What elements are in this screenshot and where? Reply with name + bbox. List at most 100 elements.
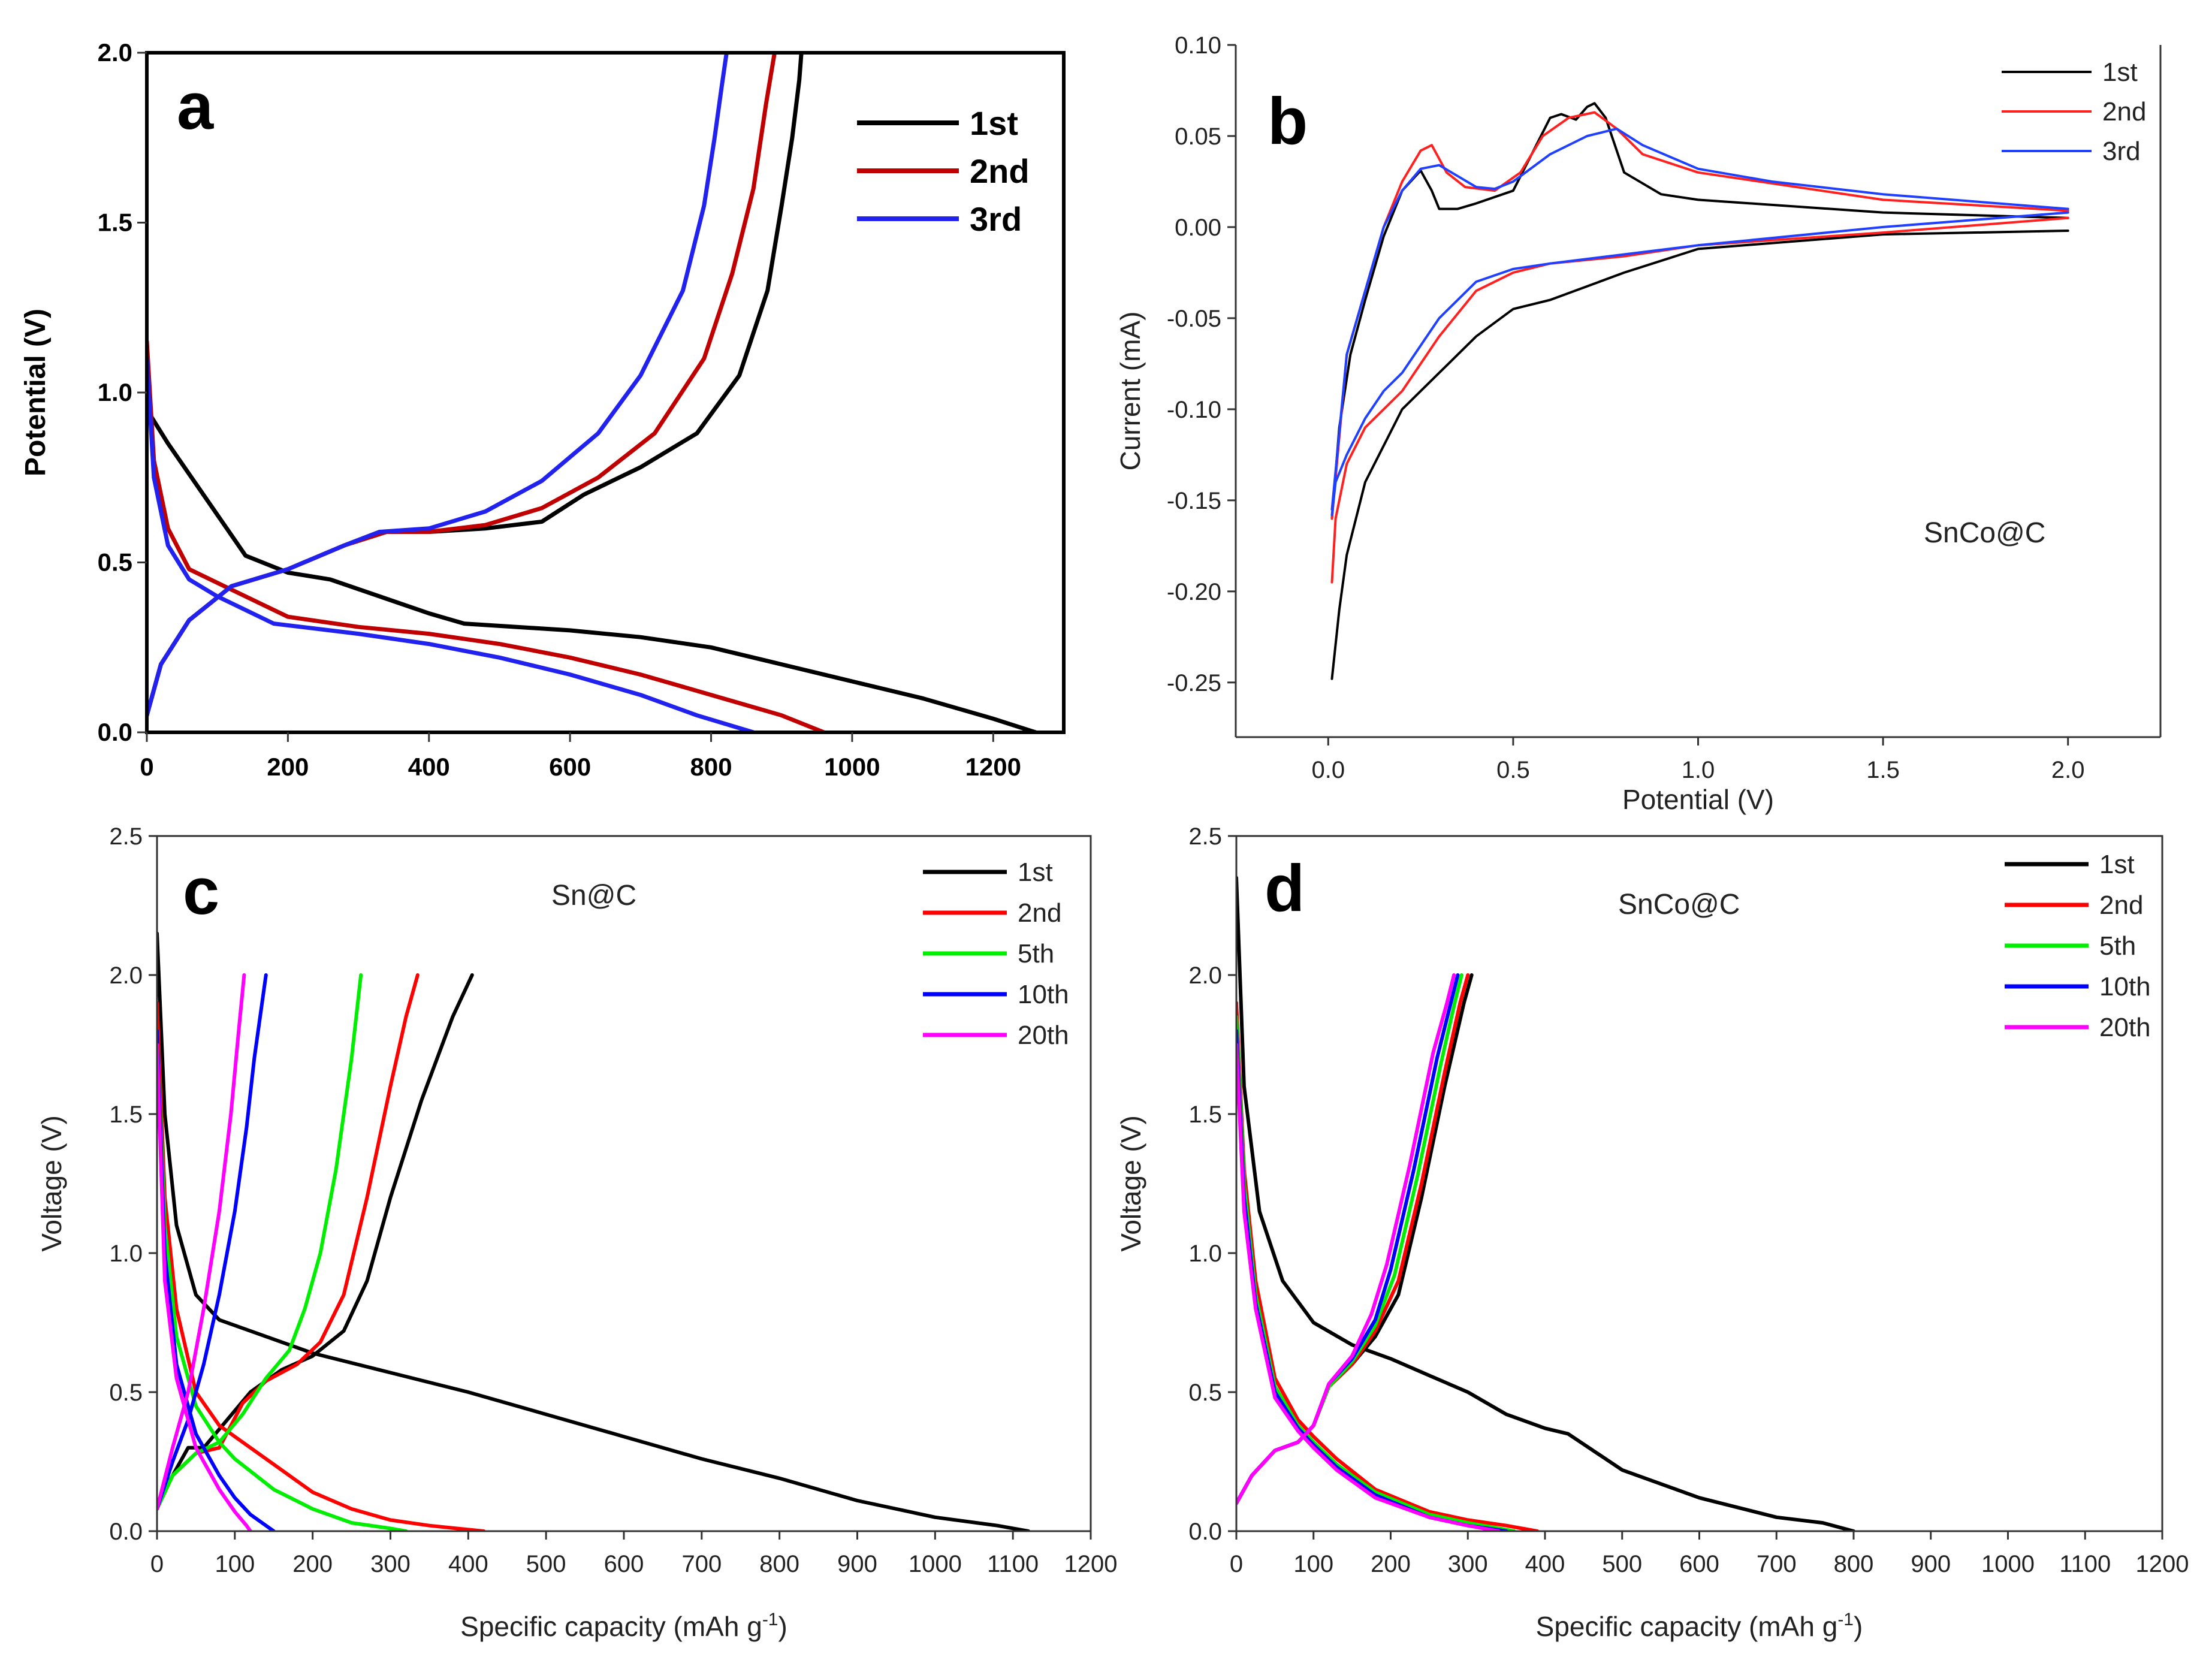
x-tick-label: 1.5 <box>1866 757 1900 783</box>
legend-label: 1st <box>1018 858 1053 887</box>
panel-letter: b <box>1268 84 1308 158</box>
panel-letter: c <box>183 855 219 928</box>
y-tick-label: 2.0 <box>98 38 132 67</box>
legend: 1st 2nd 5th 10th 20th <box>923 858 1069 1050</box>
x-tick-label: 800 <box>1834 1551 1874 1577</box>
legend-label: 2nd <box>1018 898 1061 928</box>
y-axis-title: Voltage (V) <box>36 1115 67 1252</box>
y-tick-label: 1.5 <box>1188 1101 1222 1128</box>
x-tick-label: 400 <box>1525 1551 1565 1577</box>
legend-label: 1st <box>970 104 1018 142</box>
y-tick-label: 0.00 <box>1175 215 1221 241</box>
plot-frame <box>156 835 1092 1532</box>
y-tick-label: 0.0 <box>109 1519 143 1545</box>
series-1st-discharge <box>147 407 1038 732</box>
y-tick-label: 0.05 <box>1175 123 1221 150</box>
x-tick-label: 200 <box>267 753 309 781</box>
sample-annotation: SnCo@C <box>1618 889 1740 920</box>
legend-label: 3rd <box>970 200 1022 238</box>
y-tick-label: 0.0 <box>98 718 132 746</box>
x-tick-label: 0 <box>1230 1551 1243 1577</box>
x-axis-title: Specific capacity (mAh g-1) <box>460 1610 787 1642</box>
legend: 1st 2nd 5th 10th 20th <box>2005 850 2151 1042</box>
series-1st-charge <box>147 53 804 718</box>
series-group <box>1330 102 2069 680</box>
panel-letter: d <box>1265 852 1305 925</box>
x-tick-label: 0 <box>150 1551 164 1577</box>
x-tick-label: 1000 <box>909 1551 962 1577</box>
y-tick-label: -0.05 <box>1167 306 1221 332</box>
x-tick-label: 1100 <box>2059 1551 2111 1577</box>
series-1st-charge <box>157 973 474 1505</box>
panel-d: 0 100 200 300 400 500 600 700 800 900 1000 1100 1200… <box>1115 823 2189 1642</box>
series-20th-discharge <box>157 1043 252 1531</box>
y-tick-label: 2.5 <box>109 823 143 850</box>
x-tick-label: 100 <box>1293 1551 1333 1577</box>
legend-label: 20th <box>1018 1021 1069 1050</box>
sample-annotation: SnCo@C <box>1924 517 2045 549</box>
y-tick-label: 0.5 <box>1188 1380 1222 1406</box>
x-axis-title-tail: ) <box>1854 1611 1863 1642</box>
y-tick-label: 0.5 <box>98 548 132 577</box>
x-axis-title-tail: ) <box>778 1611 787 1642</box>
legend-label: 2nd <box>970 152 1030 190</box>
legend: 1st 2nd 3rd <box>857 104 1030 238</box>
y-tick-label: 2.0 <box>109 962 143 989</box>
y-tick-label: 2.5 <box>1188 823 1222 850</box>
series-5th-discharge <box>1236 1015 1516 1531</box>
series-20th-charge <box>1236 973 1456 1505</box>
sample-annotation: Sn@C <box>551 880 636 912</box>
x-tick-label: 600 <box>1679 1551 1719 1577</box>
legend-label: 5th <box>2099 931 2136 961</box>
x-tick-label: 400 <box>448 1551 488 1577</box>
series-group <box>1236 876 1855 1531</box>
x-tick-label: 800 <box>690 753 732 781</box>
y-tick-label: 0.0 <box>1188 1519 1222 1545</box>
y-tick-label: -0.20 <box>1167 579 1221 605</box>
y-tick-label: 1.0 <box>98 378 132 406</box>
series-5th-charge <box>157 973 363 1511</box>
x-tick-label: 500 <box>526 1551 566 1577</box>
y-tick-label: 1.5 <box>109 1101 143 1128</box>
x-axis-title-main: Specific capacity (mAh g <box>1536 1611 1838 1642</box>
x-tick-label: 600 <box>549 753 591 781</box>
x-axis-title-sup: -1 <box>762 1610 778 1629</box>
series-10th-discharge <box>157 1028 276 1531</box>
x-axis-title: Potential (V) <box>1622 784 1774 815</box>
series-1st-discharge <box>157 931 1031 1531</box>
x-tick-label: 100 <box>215 1551 255 1577</box>
y-tick-label: -0.25 <box>1167 670 1221 696</box>
series-10th-discharge <box>1236 1028 1508 1531</box>
legend-label: 2nd <box>2099 891 2143 920</box>
x-axis-title: Specific capacity (mAh g-1) <box>1536 1610 1863 1642</box>
series-1st-charge <box>1330 102 2069 520</box>
x-tick-label: 1.0 <box>1682 757 1715 783</box>
x-tick-label: 2.0 <box>2051 757 2085 783</box>
legend: 1st 2nd 3rd <box>2002 58 2146 166</box>
x-tick-label: 300 <box>370 1551 411 1577</box>
x-tick-label: 0.5 <box>1496 757 1530 783</box>
x-tick-label: 700 <box>681 1551 722 1577</box>
x-axis-title-main: Specific capacity (mAh g <box>460 1611 762 1642</box>
legend-label: 1st <box>2099 850 2135 879</box>
y-tick-label: 2.0 <box>1188 962 1222 989</box>
series-3rd-charge <box>147 53 729 718</box>
panel-letter: a <box>177 70 214 143</box>
y-tick-label: 0.10 <box>1175 32 1221 59</box>
x-tick-label: 1000 <box>1981 1551 2035 1577</box>
panel-b: 0.0 0.5 1.0 1.5 2.0 0.10 0.05 0.00 -0.05 -0.10 -0.… <box>1115 32 2162 815</box>
y-axis-title: Voltage (V) <box>1115 1115 1146 1252</box>
x-tick-label: 800 <box>759 1551 799 1577</box>
series-3rd-discharge <box>147 356 756 732</box>
legend-label: 3rd <box>2102 137 2141 166</box>
series-5th-discharge <box>157 1028 408 1531</box>
x-tick-label: 400 <box>408 753 450 781</box>
series-3rd-charge <box>1330 127 2069 511</box>
series-2nd-discharge <box>157 1001 486 1531</box>
y-axis-title: Potential (V) <box>20 309 52 476</box>
x-tick-label: 0.0 <box>1311 757 1345 783</box>
panel-a: 0 200 400 600 800 1000 1200 0.0 0.5 1.0 1.5 2.0 Pote… <box>20 38 1066 781</box>
plot-frame <box>145 51 1066 734</box>
x-tick-label: 1100 <box>987 1551 1039 1577</box>
